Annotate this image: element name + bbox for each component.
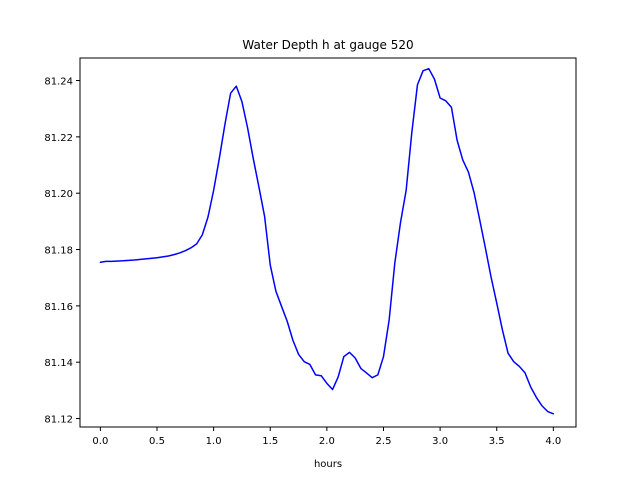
series-line-0 [99,67,555,415]
x-tick-label: 0.0 [92,436,108,447]
y-tick-label: 81.24 [44,77,73,88]
x-tick-label: 2.5 [376,436,392,447]
y-tick-label: 81.12 [44,415,73,426]
x-tick-label: 1.0 [206,436,222,447]
x-tick-label: 3.0 [432,436,448,447]
x-tick-label: 1.5 [262,436,278,447]
x-tick-label: 2.0 [319,436,335,447]
x-tick-label: 4.0 [545,436,561,447]
plot-frame [79,57,577,428]
y-tick-label: 81.14 [44,358,73,369]
y-tick-label: 81.18 [44,246,73,257]
y-tick-label: 81.16 [44,302,73,313]
x-tick-label: 3.5 [489,436,505,447]
y-tick-label: 81.22 [44,133,73,144]
plot-area [79,57,577,428]
x-axis: 0.0 0.5 1.0 1.5 2.0 2.5 3.0 3.5 4.0 [92,427,561,447]
x-axis-label: hours [314,459,342,470]
y-tick-label: 81.20 [44,189,73,200]
chart-title: Water Depth h at gauge 520 [242,38,413,52]
x-tick-label: 0.5 [149,436,165,447]
y-axis: 81.12 81.14 81.16 81.18 81.20 81.22 81.24 [44,77,80,426]
